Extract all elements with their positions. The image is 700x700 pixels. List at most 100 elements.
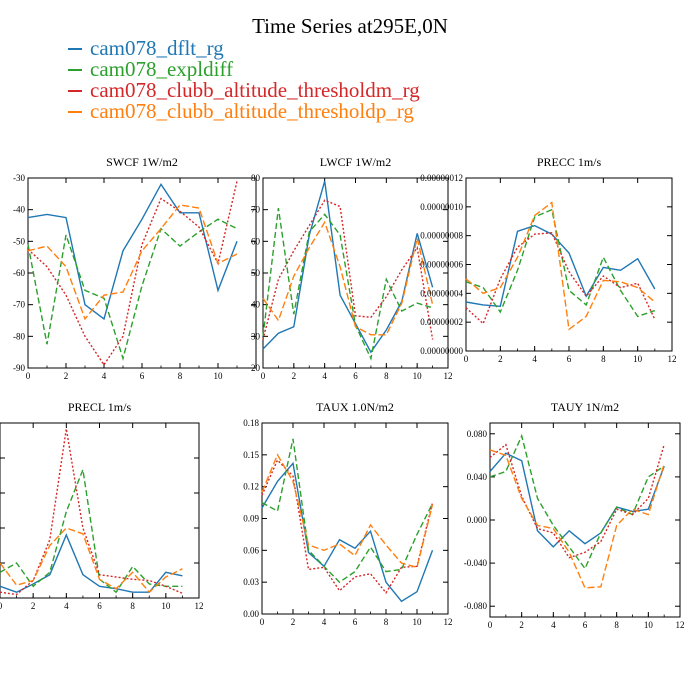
- y-tick-label: -50: [13, 236, 25, 246]
- y-tick-label: -80: [13, 331, 25, 341]
- series-line-cam078_expldiff: [465, 208, 656, 318]
- series-line-cam078_clubb_altitude_thresholdm_rg: [27, 181, 238, 367]
- x-tick-label: 2: [31, 601, 36, 611]
- x-tick-label: 4: [322, 371, 327, 381]
- y-tick-label: -70: [13, 300, 25, 310]
- series-line-cam078_expldiff: [261, 438, 434, 584]
- x-tick-label: 4: [64, 601, 69, 611]
- plot-frame: [27, 177, 257, 369]
- y-tick-label: 0.000: [467, 515, 488, 525]
- y-tick-label: 0.00000004: [420, 288, 463, 298]
- series-line-cam078_clubb_altitude_thresholdm_rg: [465, 232, 656, 325]
- legend-swatch-expldiff: [68, 68, 82, 71]
- y-tick-label: 0.00000010: [420, 202, 463, 212]
- x-tick-label: 10: [161, 601, 171, 611]
- x-tick-label: 6: [97, 601, 102, 611]
- y-tick-label: 0.15: [243, 450, 259, 460]
- series-line-cam078_dflt_rg: [262, 181, 434, 354]
- y-tick-label: -90: [13, 363, 25, 373]
- y-tick-label: 40: [251, 300, 261, 310]
- legend-item-thresholdp: cam078_clubb_altitude_thresholdp_rg: [68, 101, 420, 122]
- legend-label-dflt: cam078_dflt_rg: [90, 36, 224, 60]
- x-tick-label: 0: [260, 617, 265, 627]
- y-tick-label: 0.18: [243, 418, 259, 428]
- y-tick-label: 0.040: [467, 472, 488, 482]
- y-tick-label: -60: [13, 268, 25, 278]
- series-line-cam078_expldiff: [27, 218, 238, 362]
- plot-frame: [489, 422, 681, 618]
- chart-panel-2: PRECC 1m/s 0 2 4 6 8 10 12 0.00000000 0.00000002 0…: [420, 155, 676, 364]
- x-tick-label: 2: [292, 371, 297, 381]
- x-tick-label: 2: [498, 354, 503, 364]
- x-tick-label: 6: [140, 371, 145, 381]
- x-tick-label: 10: [413, 371, 423, 381]
- chart-title: TAUY 1N/m2: [551, 400, 619, 414]
- legend-item-expldiff: cam078_expldiff: [68, 59, 420, 80]
- series-line-cam078_clubb_altitude_thresholdp_rg: [261, 453, 434, 569]
- y-tick-label: 0.00000008: [420, 231, 463, 241]
- y-tick-label: 30: [251, 331, 261, 341]
- x-tick-label: 12: [195, 601, 204, 611]
- x-tick-label: 6: [567, 354, 572, 364]
- x-tick-label: 12: [444, 617, 453, 627]
- chart-panel-5: TAUY 1N/m2 0 2 4 6 8 10 12 -0.080 -0.040 0.000 0.04…: [464, 400, 685, 630]
- y-tick-label: -30: [13, 173, 25, 183]
- x-tick-label: 8: [130, 601, 135, 611]
- legend-label-thresholdp: cam078_clubb_altitude_thresholdp_rg: [90, 99, 414, 123]
- x-tick-label: 2: [519, 620, 524, 630]
- y-tick-label: 70: [251, 205, 261, 215]
- legend-swatch-dflt: [68, 47, 82, 50]
- x-tick-label: 12: [444, 371, 453, 381]
- x-tick-label: 8: [178, 371, 183, 381]
- series-line-cam078_clubb_altitude_thresholdp_rg: [489, 449, 665, 589]
- series-line-cam078_clubb_altitude_thresholdm_rg: [489, 443, 665, 559]
- legend: cam078_dflt_rg cam078_expldiff cam078_cl…: [68, 38, 420, 122]
- chart-title: LWCF 1W/m2: [320, 155, 391, 169]
- y-tick-label: 0.12: [243, 482, 259, 492]
- y-tick-label: 80: [251, 173, 261, 183]
- chart-title: SWCF 1W/m2: [106, 155, 178, 169]
- series-line-cam078_expldiff: [0, 467, 183, 594]
- series-line-cam078_clubb_altitude_thresholdm_rg: [262, 199, 434, 340]
- x-tick-label: 6: [353, 371, 358, 381]
- x-tick-label: 2: [64, 371, 69, 381]
- series-line-cam078_clubb_altitude_thresholdp_rg: [27, 204, 238, 321]
- y-tick-label: 0.080: [467, 429, 488, 439]
- chart-title: PRECC 1m/s: [537, 155, 602, 169]
- x-tick-label: 0: [261, 371, 266, 381]
- x-tick-label: 6: [353, 617, 358, 627]
- series-line-cam078_dflt_rg: [27, 182, 238, 321]
- y-tick-label: 0.00: [243, 609, 259, 619]
- chart-title: PRECL 1m/s: [68, 400, 132, 414]
- x-tick-label: 4: [102, 371, 107, 381]
- series-line-cam078_dflt_rg: [465, 224, 656, 308]
- series-line-cam078_clubb_altitude_thresholdp_rg: [465, 201, 656, 331]
- x-tick-label: 4: [551, 620, 556, 630]
- x-tick-label: 4: [322, 617, 327, 627]
- x-tick-label: 4: [532, 354, 537, 364]
- y-tick-label: 0.06: [243, 545, 259, 555]
- y-tick-label: 0.00000000: [420, 346, 463, 356]
- x-tick-label: 0: [488, 620, 493, 630]
- legend-swatch-thresholdp: [68, 110, 82, 113]
- figure-title: Time Series at295E,0N: [252, 14, 448, 38]
- series-line-cam078_clubb_altitude_thresholdm_rg: [261, 458, 434, 595]
- legend-label-expldiff: cam078_expldiff: [90, 57, 234, 81]
- x-tick-label: 10: [633, 354, 643, 364]
- chart-title: TAUX 1.0N/m2: [316, 400, 394, 414]
- chart-panel-1: LWCF 1W/m2 0 2 4 6 8 10 12 20 30 40 50 60 70 80: [251, 155, 453, 381]
- y-tick-label: -0.040: [464, 558, 488, 568]
- x-tick-label: 12: [676, 620, 685, 630]
- y-tick-label: 20: [251, 363, 261, 373]
- x-tick-label: 12: [668, 354, 677, 364]
- x-tick-label: 8: [614, 620, 619, 630]
- y-tick-label: 60: [251, 236, 261, 246]
- legend-swatch-thresholdm: [68, 89, 82, 92]
- series-line-cam078_clubb_altitude_thresholdp_rg: [262, 220, 434, 336]
- series-line-cam078_dflt_rg: [261, 461, 434, 603]
- series-line-cam078_clubb_altitude_thresholdp_rg: [0, 527, 183, 594]
- y-tick-label: 0.09: [243, 514, 259, 524]
- series-line-cam078_dflt_rg: [0, 533, 183, 593]
- y-tick-label: 50: [251, 268, 261, 278]
